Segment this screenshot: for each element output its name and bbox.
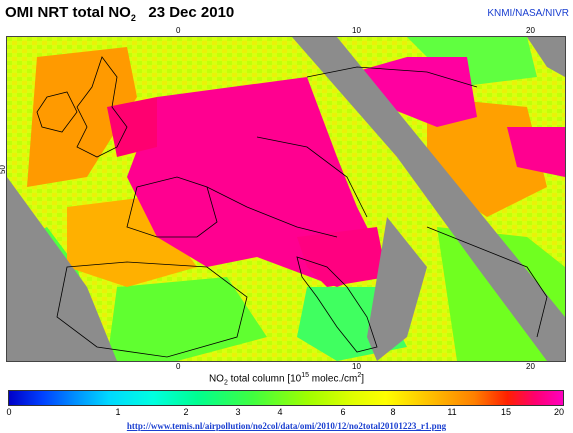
colorbar-label: 1 xyxy=(115,407,121,417)
colorbar-label: 15 xyxy=(500,407,512,417)
title-prefix: OMI NRT total NO xyxy=(5,4,131,21)
axis-title-part: NO xyxy=(208,373,224,385)
axis-title-sup: 15 xyxy=(301,372,310,379)
colorbar-label: 2 xyxy=(183,407,189,417)
no-data-northeast xyxy=(527,37,565,77)
colorbar-label: 20 xyxy=(553,407,565,417)
axis-title-part: total column [10 xyxy=(227,373,302,385)
top-tick-0: 0 xyxy=(176,26,181,35)
axis-title-sup: 2 xyxy=(357,372,362,379)
axis-title-part: molec./cm xyxy=(309,373,358,385)
no-data-adriatic xyxy=(367,217,427,361)
source-url-link[interactable]: http://www.temis.nl/airpollution/no2col/… xyxy=(126,421,447,431)
axis-title-sub: 2 xyxy=(223,379,228,387)
colorbar-label: 8 xyxy=(390,407,396,417)
colorbar-label: 0 xyxy=(6,407,12,417)
no2-map-canvas xyxy=(7,37,565,361)
colorbar-label: 11 xyxy=(447,407,457,417)
title-date: 23 Dec 2010 xyxy=(148,4,235,21)
credit-label: KNMI/NASA/NIVR xyxy=(487,8,569,19)
green-north xyxy=(407,37,537,87)
no-data-swath-west xyxy=(7,177,117,361)
coastlines xyxy=(36,56,548,358)
high-no2-germany xyxy=(337,57,477,127)
map-title: OMI NRT total NO2 23 Dec 2010 xyxy=(5,4,234,23)
high-no2-east xyxy=(507,127,565,177)
colorbar-label: 3 xyxy=(235,407,241,417)
colorbar-label: 4 xyxy=(277,407,283,417)
colorbar-label: 6 xyxy=(340,407,346,417)
axis-title-part: ] xyxy=(361,373,365,385)
high-no2-po-valley xyxy=(297,227,387,287)
bottom-tick-10: 10 xyxy=(352,362,361,371)
colorbar xyxy=(8,390,564,406)
bottom-tick-0: 0 xyxy=(176,362,181,371)
bottom-tick-20: 20 xyxy=(526,362,535,371)
title-subscript: 2 xyxy=(130,13,136,23)
no-data-swath-center xyxy=(292,37,565,361)
top-tick-20: 20 xyxy=(526,26,535,35)
colorbar-axis-title: NO2 total column [1015 molec./cm2] xyxy=(0,372,573,386)
no2-map xyxy=(6,36,566,362)
top-tick-10: 10 xyxy=(352,26,361,35)
